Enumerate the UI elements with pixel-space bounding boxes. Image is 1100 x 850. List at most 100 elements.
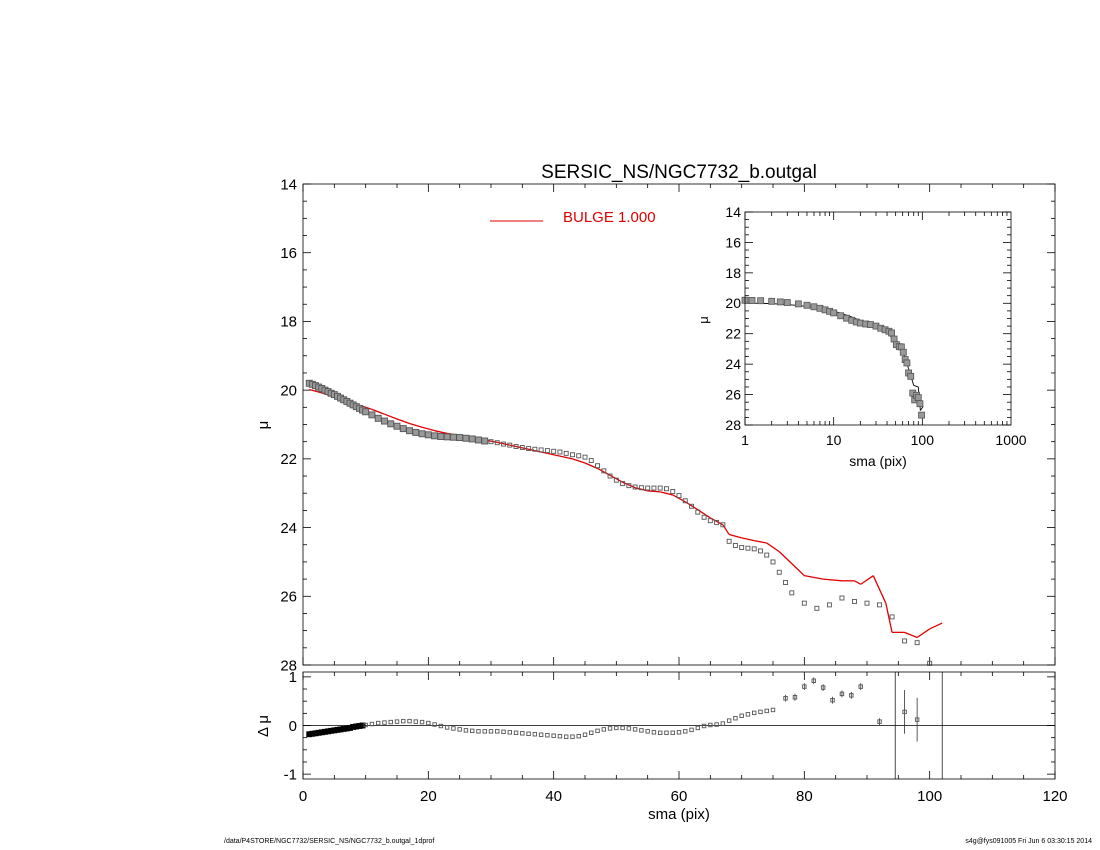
data-point [513,444,519,449]
data-point [638,485,644,491]
y-tick-label: 18 [280,314,297,331]
residual-point [451,726,456,731]
data-point [670,489,676,494]
residual-point [792,695,798,700]
residual-point [714,722,719,727]
residual-point [639,728,644,733]
data-point [751,546,757,552]
model-line-segment [572,458,586,464]
data-point [682,498,688,504]
model-line-segment [647,490,661,493]
inset-background [745,212,1011,425]
data-point [764,552,770,558]
residual-point [752,710,757,716]
y-tick-label: 16 [280,245,297,262]
residual-point [363,722,368,728]
model-line-segment [766,542,780,553]
data-point [412,428,420,436]
data-point [481,437,489,445]
data-point [695,509,701,515]
model-line-segment [309,388,322,394]
data-point [443,433,451,441]
data-point [456,434,464,442]
data-point [783,580,788,585]
x-tick-label: 60 [671,788,688,805]
model-line-segment [872,575,887,604]
residual-point [839,691,845,697]
y-tick-label: 28 [280,657,297,674]
data-point [399,425,407,433]
data-point [826,602,832,608]
inset-data-point [768,297,776,305]
legend: BULGE 1.000 [490,209,656,226]
residual-point [457,727,462,732]
residual-point [758,709,763,715]
data-point [726,538,732,544]
inset-data-point [748,296,756,304]
data-point [758,548,763,554]
model-line-segment [885,603,893,633]
residual-point [507,730,512,735]
data-point [588,458,594,464]
residual-point [401,718,406,724]
residual-point [394,719,400,724]
model-line-segment [547,452,561,457]
residual-point [595,728,600,734]
data-point [519,445,525,450]
residual-point [438,723,444,729]
inset-data-point [914,394,922,402]
residual-point [802,684,807,689]
y-tick-label: 18 [725,265,741,281]
residual-point [463,728,469,733]
inset-xlabel: sma (pix) [849,453,907,469]
residual-point [526,731,531,736]
data-point [538,447,544,453]
residual-point [520,731,525,736]
data-point [889,614,895,620]
data-point [839,595,845,601]
residual-point [764,708,769,714]
legend-label: BULGE 1.000 [563,209,656,226]
residual-point [359,722,366,729]
data-point [632,484,638,490]
inset-x-tick-label: 1 [741,432,749,448]
residual-point [645,729,650,734]
y-tick-label: 14 [725,204,741,220]
x-tick-label: 100 [917,788,942,805]
y-tick-label: 0 [289,718,297,735]
residual-point [733,716,738,721]
data-point [852,598,857,604]
residual-point [676,730,682,735]
data-point [501,441,506,447]
residual-point [720,721,726,726]
data-point [362,408,370,416]
model-line-segment [778,551,793,565]
inset-data-point [888,329,895,337]
data-point [914,640,920,646]
data-point [368,411,376,419]
data-point [437,433,445,440]
inset-frame [744,211,1012,426]
data-point [582,454,588,460]
y-tick-label: 28 [725,417,741,433]
data-point [707,518,713,524]
model-line-segment [929,622,943,630]
data-point [902,638,908,644]
data-point [406,427,413,435]
model-line-segment [728,533,742,539]
residual-point [482,729,487,734]
inset-model-line-segment [913,385,919,388]
data-point [507,442,513,448]
y-tick-label: 24 [280,520,297,537]
main-data-series [305,379,933,666]
model-line-segment [396,418,410,425]
inset-ylabel: μ [696,316,711,324]
residual-point [426,720,431,726]
data-point [739,545,745,550]
residual-point [601,727,606,732]
y-tick-label: 24 [725,356,741,372]
y-tick-label: 26 [725,386,741,402]
y-tick-label: 20 [280,382,297,399]
inset-data-point [794,300,802,308]
